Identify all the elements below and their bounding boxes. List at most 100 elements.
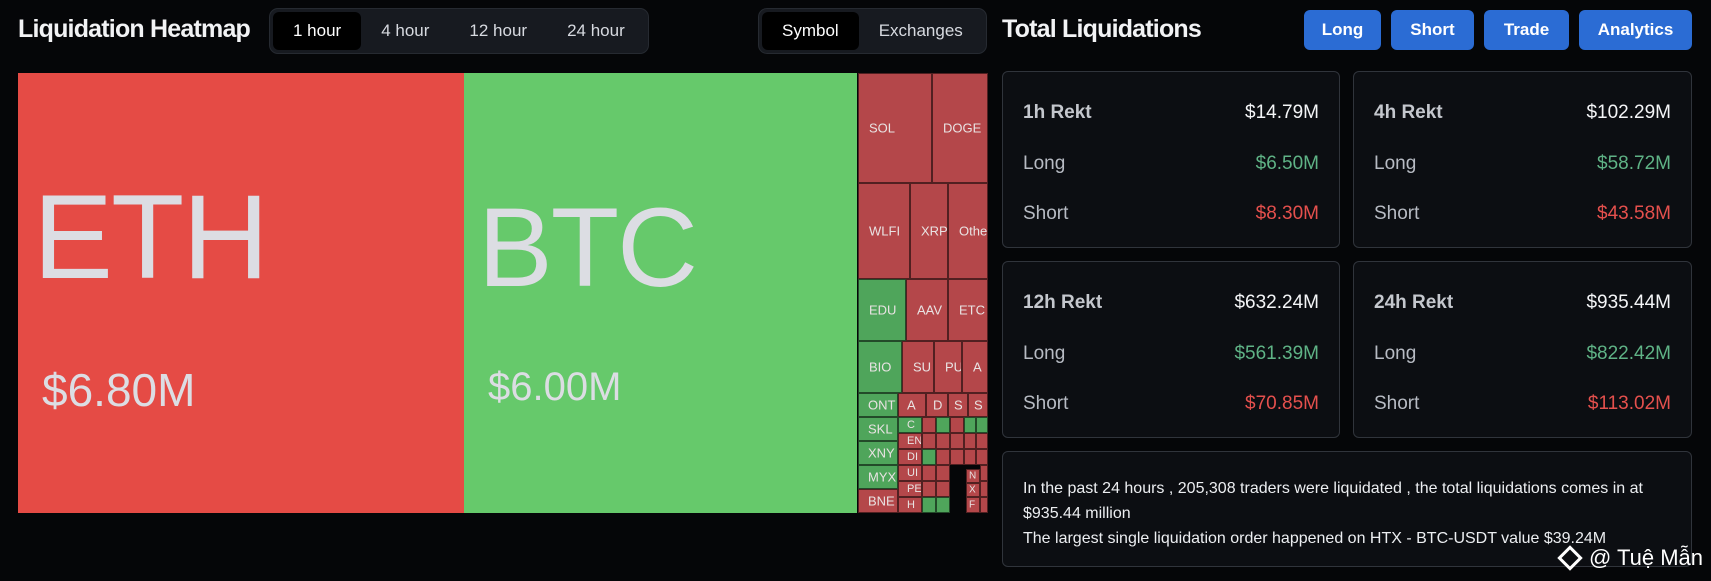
mini-tile[interactable]	[936, 417, 950, 433]
tile-c[interactable]: C	[898, 417, 922, 433]
long-value: $58.72M	[1597, 153, 1671, 174]
card-label: 1h Rekt	[1023, 102, 1092, 123]
mini-tile[interactable]	[922, 417, 936, 433]
tile-s1-label: S	[954, 397, 963, 413]
mini-tile[interactable]	[950, 417, 964, 433]
tile-pe-label: PE	[907, 483, 922, 495]
tile-wlfi[interactable]: WLFI	[858, 183, 910, 279]
liquidation-treemap: ETH $6.80M BTC $6.00M SOL DOGE WLFI XRP …	[18, 73, 988, 513]
view-mode-tabs: Symbol Exchanges	[758, 8, 987, 54]
tile-myx[interactable]: MYX	[858, 465, 898, 489]
mini-tile[interactable]	[964, 417, 976, 433]
mini-tile[interactable]	[964, 449, 976, 465]
analytics-button[interactable]: Analytics	[1579, 10, 1692, 50]
long-label: Long	[1374, 343, 1417, 364]
tab-4-hour[interactable]: 4 hour	[381, 21, 430, 40]
mini-tile[interactable]	[922, 465, 936, 481]
mini-tile[interactable]	[936, 465, 950, 481]
tile-btc[interactable]: BTC $6.00M	[464, 73, 857, 513]
tile-ont[interactable]: ONT	[858, 393, 898, 417]
card-label: 12h Rekt	[1023, 292, 1103, 313]
tile-ui[interactable]: UI	[898, 465, 922, 481]
short-value: $43.58M	[1597, 203, 1671, 224]
tile-aave[interactable]: AAV	[906, 279, 948, 341]
mini-tile[interactable]	[936, 433, 950, 449]
mini-tile[interactable]	[980, 465, 988, 481]
mini-tile[interactable]	[922, 433, 936, 449]
tile-a1[interactable]: A	[962, 341, 988, 393]
mini-tile[interactable]	[950, 433, 964, 449]
long-button[interactable]: Long	[1304, 10, 1381, 50]
tab-12-hour[interactable]: 12 hour	[469, 21, 528, 40]
tile-a2[interactable]: A	[898, 393, 926, 417]
tile-skl[interactable]: SKL	[858, 417, 898, 441]
liquidation-summary: In the past 24 hours , 205,308 traders w…	[1002, 451, 1692, 567]
heatmap-title: Liquidation Heatmap	[18, 15, 251, 43]
tile-xrp[interactable]: XRP	[910, 183, 948, 279]
tile-h-label: H	[907, 499, 915, 511]
mini-tile[interactable]	[976, 433, 988, 449]
mini-tile[interactable]	[964, 433, 976, 449]
tile-btc-value: $6.00M	[488, 365, 622, 409]
tab-exchanges[interactable]: Exchanges	[878, 21, 963, 40]
mini-tile[interactable]	[980, 481, 988, 497]
tile-f-label: F	[969, 499, 976, 511]
tile-eth[interactable]: ETH $6.80M	[18, 73, 464, 513]
trade-button[interactable]: Trade	[1484, 10, 1569, 50]
tile-en[interactable]: EN	[898, 433, 922, 449]
tile-bio-label: BIO	[869, 359, 892, 375]
tile-c-label: C	[907, 419, 915, 431]
short-label: Short	[1023, 393, 1069, 414]
tile-bne[interactable]: BNE	[858, 489, 898, 513]
tab-symbol[interactable]: Symbol	[762, 12, 859, 50]
tile-x-label: X	[969, 484, 976, 496]
tile-sui-label: SU	[913, 359, 932, 375]
card-label: 4h Rekt	[1374, 102, 1443, 123]
tile-doge[interactable]: DOGE	[932, 73, 988, 183]
tile-bne-label: BNE	[868, 493, 895, 509]
tile-d[interactable]: D	[926, 393, 948, 417]
tile-other[interactable]: Othe	[948, 183, 988, 279]
tile-di[interactable]: DI	[898, 449, 922, 465]
tile-skl-label: SKL	[868, 421, 893, 437]
tile-x[interactable]: X	[966, 483, 980, 497]
tile-xny[interactable]: XNY	[858, 441, 898, 465]
tile-sol[interactable]: SOL	[858, 73, 932, 183]
tile-h[interactable]: H	[898, 497, 922, 513]
tile-f[interactable]: F	[966, 497, 980, 513]
tab-1-hour[interactable]: 1 hour	[273, 12, 362, 50]
tile-eth-value: $6.80M	[42, 364, 196, 416]
short-button[interactable]: Short	[1391, 10, 1474, 50]
mini-tile[interactable]	[936, 497, 950, 513]
mini-tile[interactable]	[922, 449, 936, 465]
mini-tile[interactable]	[936, 481, 950, 497]
tile-etc[interactable]: ETC	[948, 279, 988, 341]
mini-tile[interactable]	[976, 449, 988, 465]
tile-n[interactable]: N	[966, 469, 980, 483]
tile-bio[interactable]: BIO	[858, 341, 902, 393]
mini-tile[interactable]	[950, 449, 964, 465]
long-value: $6.50M	[1255, 153, 1319, 174]
tile-a2-label: A	[907, 397, 916, 413]
card-total: $935.44M	[1586, 292, 1671, 313]
tile-sol-label: SOL	[869, 120, 896, 136]
tile-aave-label: AAV	[917, 302, 943, 318]
mini-tile[interactable]	[922, 497, 936, 513]
card-4h-rekt: 4h Rekt $102.29M Long $58.72M Short $43.58M	[1353, 71, 1692, 248]
long-label: Long	[1374, 153, 1417, 174]
tile-s2[interactable]: S	[968, 393, 988, 417]
tile-xrp-label: XRP	[921, 223, 948, 239]
tile-pu[interactable]: PU	[934, 341, 962, 393]
mini-tile[interactable]	[976, 417, 988, 433]
mini-tile[interactable]	[922, 481, 936, 497]
tab-24-hour[interactable]: 24 hour	[567, 21, 625, 40]
tile-eth-symbol: ETH	[33, 170, 269, 304]
tile-s1[interactable]: S	[948, 393, 968, 417]
mini-tile[interactable]	[980, 497, 988, 513]
tile-edu[interactable]: EDU	[858, 279, 906, 341]
totals-title: Total Liquidations	[1002, 15, 1202, 43]
tile-sui[interactable]: SU	[902, 341, 934, 393]
tile-pe[interactable]: PE	[898, 481, 922, 497]
mini-tile[interactable]	[936, 449, 950, 465]
tile-en-label: EN	[907, 435, 922, 447]
